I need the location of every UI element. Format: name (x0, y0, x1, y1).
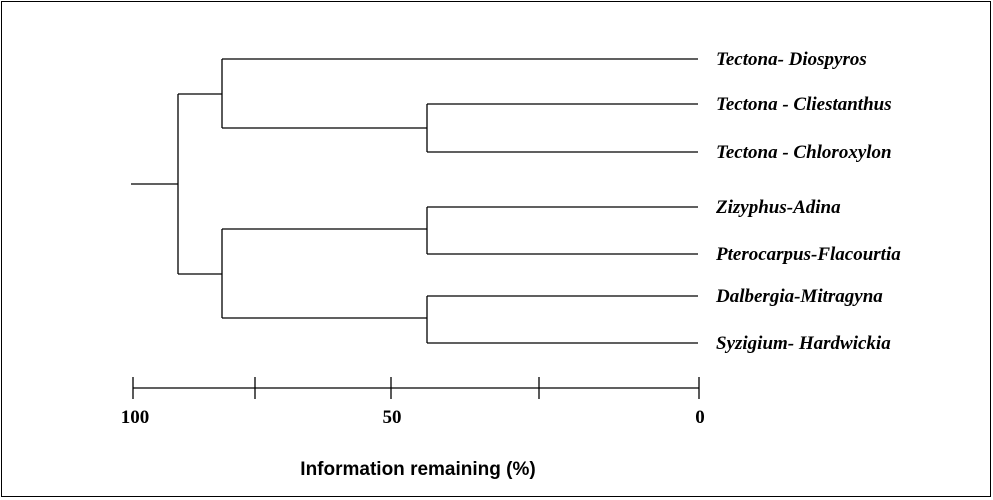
leaf-label-1: Tectona- Diospyros (716, 49, 867, 70)
leaf-label-2: Tectona - Cliestanthus (716, 94, 892, 115)
leaf-label-3: Tectona - Chloroxylon (716, 142, 892, 163)
leaf-label-7: Syzigium- Hardwickia (716, 333, 891, 354)
tick-label-50: 50 (383, 407, 402, 428)
tick-label-0: 0 (695, 407, 705, 428)
leaf-label-4: Zizyphus-Adina (715, 197, 841, 218)
leaf-label-5: Pterocarpus-Flacourtia (715, 244, 901, 265)
axis-title: Information remaining (%) (300, 459, 535, 480)
scale-labels: 100 50 0 Information remaining (%) (121, 407, 705, 480)
dendrogram-branches (131, 58, 700, 399)
leaf-label-6: Dalbergia-Mitragyna (715, 286, 883, 307)
leaf-labels: Tectona- Diospyros Tectona - Cliestanthu… (715, 49, 901, 354)
tick-label-100: 100 (121, 407, 150, 428)
